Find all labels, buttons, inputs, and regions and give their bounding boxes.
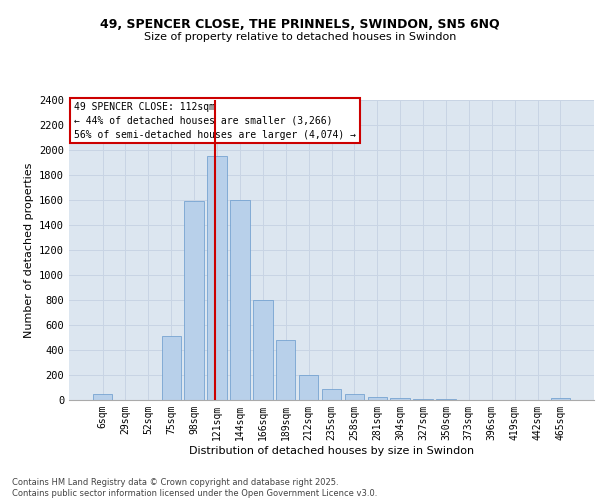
Bar bbox=[208, 156, 227, 400]
Bar bbox=[184, 201, 204, 400]
Text: 49 SPENCER CLOSE: 112sqm
← 44% of detached houses are smaller (3,266)
56% of sem: 49 SPENCER CLOSE: 112sqm ← 44% of detach… bbox=[74, 102, 356, 140]
Bar bbox=[322, 390, 341, 400]
Bar bbox=[161, 336, 181, 400]
Bar bbox=[436, 399, 455, 400]
Text: Size of property relative to detached houses in Swindon: Size of property relative to detached ho… bbox=[144, 32, 456, 42]
Bar bbox=[93, 394, 112, 400]
Y-axis label: Number of detached properties: Number of detached properties bbox=[23, 162, 34, 338]
Bar bbox=[391, 398, 410, 400]
Bar bbox=[344, 394, 364, 400]
Bar bbox=[413, 398, 433, 400]
Bar bbox=[368, 396, 387, 400]
Bar bbox=[276, 340, 295, 400]
Bar bbox=[551, 398, 570, 400]
Text: Contains HM Land Registry data © Crown copyright and database right 2025.
Contai: Contains HM Land Registry data © Crown c… bbox=[12, 478, 377, 498]
Bar bbox=[253, 300, 272, 400]
X-axis label: Distribution of detached houses by size in Swindon: Distribution of detached houses by size … bbox=[189, 446, 474, 456]
Text: 49, SPENCER CLOSE, THE PRINNELS, SWINDON, SN5 6NQ: 49, SPENCER CLOSE, THE PRINNELS, SWINDON… bbox=[100, 18, 500, 30]
Bar bbox=[230, 200, 250, 400]
Bar bbox=[299, 375, 319, 400]
